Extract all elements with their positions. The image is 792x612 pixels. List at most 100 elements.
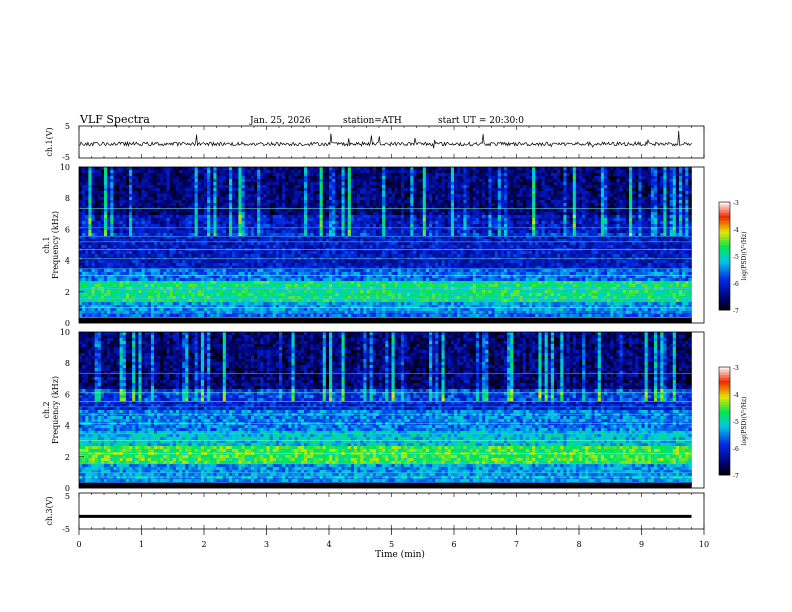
ch1-spec-cell	[488, 200, 492, 204]
ch1-spec-cell	[529, 206, 533, 210]
ch1-spec-cell	[182, 197, 186, 201]
ch1-spec-cell	[666, 167, 670, 171]
ch1-spec-cell	[179, 221, 183, 225]
ch1-spec-cell	[329, 227, 333, 231]
ch1-spec-cell	[663, 170, 667, 174]
ch1-spec-cell	[607, 188, 611, 192]
ch1-spec-cell	[82, 203, 86, 207]
ch1-spec-cell	[391, 221, 395, 225]
ch1-spec-cell	[600, 209, 605, 213]
ch1-spec-cell	[560, 233, 564, 237]
ch1-spec-cell	[100, 188, 105, 192]
ch1-spec-cell	[194, 191, 199, 195]
ch1-spec-cell	[569, 176, 574, 180]
ch1-spec-cell	[122, 191, 127, 195]
ch1-spec-cell	[382, 188, 386, 192]
ch1-spec-cell	[104, 173, 108, 177]
ch1-spec-cell	[329, 203, 333, 207]
ch1-spec-cell	[160, 221, 164, 225]
ch1-spec-cell	[138, 209, 142, 213]
ch1-spec-cell	[422, 167, 427, 171]
ch1-spec-cell	[591, 215, 595, 219]
ch1-spec-cell	[169, 182, 174, 186]
ch1-spec-cell	[391, 179, 395, 183]
ch1-spec-cell	[135, 212, 139, 216]
ch1-spec-cell	[357, 212, 361, 216]
ch1-spec-cell	[494, 224, 499, 228]
ch1-spec-cell	[313, 236, 317, 240]
ch1-spec-cell	[282, 218, 286, 222]
ch1-spec-cell	[260, 236, 264, 240]
ch1-spec-cell	[622, 236, 627, 240]
ch1-spec-cell	[647, 215, 652, 219]
ch1-spec-cell	[250, 167, 255, 171]
ch1-spec-cell	[416, 221, 420, 225]
ch1-spec-cell	[482, 221, 486, 225]
ch1-spec-cell	[379, 212, 383, 216]
ch1-spec-cell	[566, 197, 570, 201]
ch1-spec-cell	[269, 188, 274, 192]
ch1-spec-cell	[594, 221, 599, 225]
ch1-spec-cell	[547, 212, 552, 216]
ch1-spec-cell	[297, 218, 302, 222]
ch1-spec-cell	[529, 209, 533, 213]
ch1-spec-cell	[429, 176, 433, 180]
ch1-spec-cell	[435, 185, 439, 189]
ch1-spec-cell	[154, 218, 158, 222]
ch1-spec-cell	[325, 212, 330, 216]
ch1-spec-cell	[579, 176, 583, 180]
ch1-spec-cell	[157, 191, 161, 195]
ch1-spec-cell	[669, 182, 674, 186]
ch1-spec-cell	[350, 182, 355, 186]
ch1-spec-cell	[425, 197, 430, 201]
ch1-spec-cell	[550, 191, 555, 195]
ch1-spec-cell	[572, 227, 577, 231]
ch1-spec-cell	[94, 212, 99, 216]
ch1-spec-cell	[644, 239, 649, 243]
ch1-spec-cell	[135, 197, 139, 201]
ch1-spec-cell	[460, 194, 464, 198]
ch1-spec-cell	[441, 215, 445, 219]
ch1-spec-cell	[388, 182, 392, 186]
ch1-spec-cell	[619, 191, 624, 195]
ch1-spec-cell	[666, 215, 670, 219]
ch1-spec-cell	[200, 218, 205, 222]
ch1-spec-cell	[319, 170, 324, 174]
ch1-spec-cell	[335, 176, 339, 180]
ch1-spec-cell	[150, 230, 155, 234]
ch1-spec-cell	[260, 167, 264, 171]
ch1-spec-cell	[522, 212, 527, 216]
ch1-spec-cell	[385, 188, 389, 192]
ch1-spec-cell	[191, 188, 195, 192]
ch1-spec-cell	[238, 188, 242, 192]
ch1-spec-cell	[469, 194, 474, 198]
ch1-spec-cell	[594, 239, 599, 243]
ch1-spec-cell	[257, 188, 261, 192]
ch1-spec-cell	[363, 191, 367, 195]
ch1-spec-cell	[619, 224, 624, 228]
ch1-spec-cell	[85, 242, 89, 246]
ch1-spec-cell	[232, 200, 236, 204]
ch1-spec-cell	[513, 218, 517, 222]
ch1-spec-cell	[169, 209, 174, 213]
ch1-spec-cell	[397, 167, 402, 171]
ch1-spec-cell	[275, 218, 280, 222]
ch1-spec-cell	[82, 212, 86, 216]
ch1-spec-cell	[204, 233, 208, 237]
ch1-spec-cell	[225, 188, 230, 192]
ch1-spec-cell	[79, 224, 83, 228]
ch1-spec-cell	[544, 224, 549, 228]
ch1-spec-cell	[479, 173, 483, 177]
ch1-spec-cell	[94, 185, 99, 189]
ch1-spec-cell	[238, 206, 242, 210]
ch1-spec-cell	[319, 242, 324, 246]
ch1-spec-cell	[279, 170, 283, 174]
ch1-spec-cell	[329, 176, 333, 180]
ch1-spec-cell	[254, 209, 258, 213]
ch1-spec-cell	[138, 215, 142, 219]
ch1-spec-cell	[329, 224, 333, 228]
ch1-spec-cell	[394, 218, 399, 222]
ch1-spec-cell	[169, 203, 174, 207]
ch1-spec-cell	[344, 242, 349, 246]
ch1-spec-cell	[425, 212, 430, 216]
